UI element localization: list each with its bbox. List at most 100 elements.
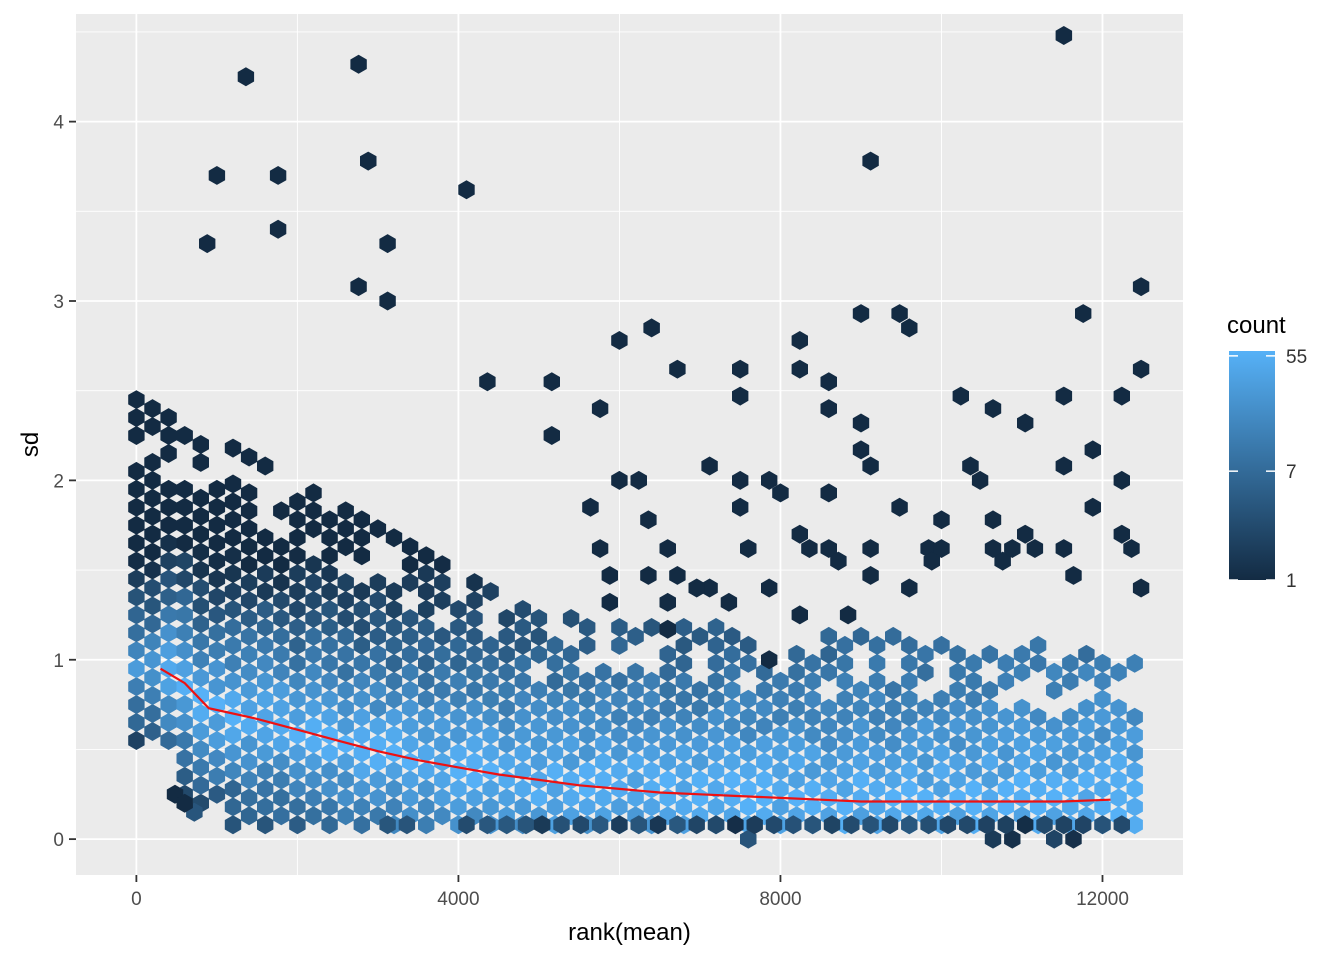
hex-cell xyxy=(1017,815,1034,835)
hex-cell xyxy=(984,539,1002,558)
hex-cell xyxy=(128,479,145,499)
hex-cell xyxy=(707,725,725,745)
hex-cell xyxy=(732,386,749,406)
hex-cell xyxy=(1062,743,1079,763)
hex-cell xyxy=(675,725,693,745)
hex-cell xyxy=(820,752,837,772)
hex-cell xyxy=(1075,815,1092,835)
hex-cell xyxy=(208,784,226,804)
hex-cell xyxy=(804,743,821,763)
legend-colorbar xyxy=(1229,351,1275,580)
hex-cell xyxy=(379,234,396,254)
hex-cell xyxy=(691,716,709,736)
hex-cell xyxy=(321,546,338,566)
hex-cell xyxy=(885,788,902,808)
hex-cell xyxy=(1062,653,1079,673)
hex-cell xyxy=(1094,653,1111,673)
hex-cell xyxy=(240,662,258,682)
hex-cell xyxy=(176,605,193,625)
hex-cell xyxy=(707,653,725,673)
hex-cell xyxy=(273,680,290,700)
hex-cell xyxy=(579,689,596,709)
hex-cell xyxy=(128,659,145,679)
hex-cell xyxy=(482,779,499,799)
hex-cell xyxy=(466,770,483,790)
hex-cell xyxy=(691,752,709,772)
hex-cell xyxy=(192,596,209,616)
hex-cell xyxy=(273,501,290,521)
hex-cell xyxy=(192,614,209,634)
hex-cell xyxy=(269,219,287,239)
hex-cell xyxy=(643,689,660,709)
hex-cell xyxy=(128,515,145,535)
legend-tick-label: 55 xyxy=(1286,347,1307,368)
hex-cell xyxy=(498,626,515,646)
hex-cell xyxy=(498,698,515,718)
hex-cell xyxy=(836,797,854,817)
hex-cell xyxy=(732,470,749,490)
hex-cell xyxy=(820,539,837,558)
hex-cell xyxy=(192,435,209,454)
hex-cell xyxy=(289,492,306,512)
hex-cell xyxy=(305,501,322,521)
hex-cell xyxy=(836,707,854,727)
hex-cell xyxy=(450,707,467,727)
hex-cell xyxy=(997,653,1015,673)
hex-cell xyxy=(530,752,548,772)
hex-cell xyxy=(1013,662,1031,682)
hex-cell xyxy=(804,653,821,673)
hex-cell xyxy=(128,677,145,697)
hex-cell xyxy=(199,234,216,254)
hex-cell xyxy=(208,479,226,499)
hex-cell xyxy=(852,440,870,460)
hex-cell xyxy=(1078,644,1095,664)
hex-cell xyxy=(369,609,387,628)
x-axis-title: rank(mean) xyxy=(568,919,691,946)
hex-cell xyxy=(369,662,387,682)
hex-cell xyxy=(353,635,370,655)
hex-cell xyxy=(208,515,226,535)
hex-cell xyxy=(208,748,226,768)
hex-cell xyxy=(723,770,741,790)
hex-cell xyxy=(479,815,496,835)
hex-cell xyxy=(740,743,757,763)
hex-cell xyxy=(144,614,161,634)
hex-cell xyxy=(611,761,628,781)
hex-cell xyxy=(546,671,564,691)
hex-cell xyxy=(176,515,193,535)
hex-cell xyxy=(1017,524,1034,544)
hex-cell xyxy=(321,510,338,530)
hex-cell xyxy=(901,725,918,745)
hex-cell xyxy=(836,653,854,673)
hex-cell xyxy=(836,689,854,709)
hex-cell xyxy=(514,635,531,655)
hex-cell xyxy=(1065,566,1082,585)
hex-cell xyxy=(965,689,982,709)
hex-cell xyxy=(273,591,290,610)
hex-cell xyxy=(579,743,596,763)
hex-cell xyxy=(1132,359,1150,379)
hex-cell xyxy=(321,618,338,637)
hex-cell xyxy=(144,399,161,419)
hex-cell xyxy=(881,815,899,835)
hex-cell xyxy=(611,707,628,727)
hex-cell xyxy=(756,698,773,718)
hex-cell xyxy=(482,689,499,709)
hex-cell xyxy=(901,635,918,655)
hex-cell xyxy=(701,456,718,476)
hex-cell xyxy=(401,788,419,808)
hex-cell xyxy=(176,713,193,732)
hex-cell xyxy=(434,770,451,790)
hex-cell xyxy=(723,680,741,700)
hex-cell xyxy=(820,716,837,736)
hex-cell xyxy=(176,533,193,553)
hex-cell xyxy=(868,653,886,673)
hex-cell xyxy=(224,635,242,655)
hex-cell xyxy=(1055,456,1073,476)
hex-cell xyxy=(756,734,773,754)
hex-cell xyxy=(369,770,387,790)
hex-cell xyxy=(901,779,918,799)
hex-cell xyxy=(498,752,515,772)
hex-cell xyxy=(1126,779,1143,799)
hex-cell xyxy=(466,680,483,700)
